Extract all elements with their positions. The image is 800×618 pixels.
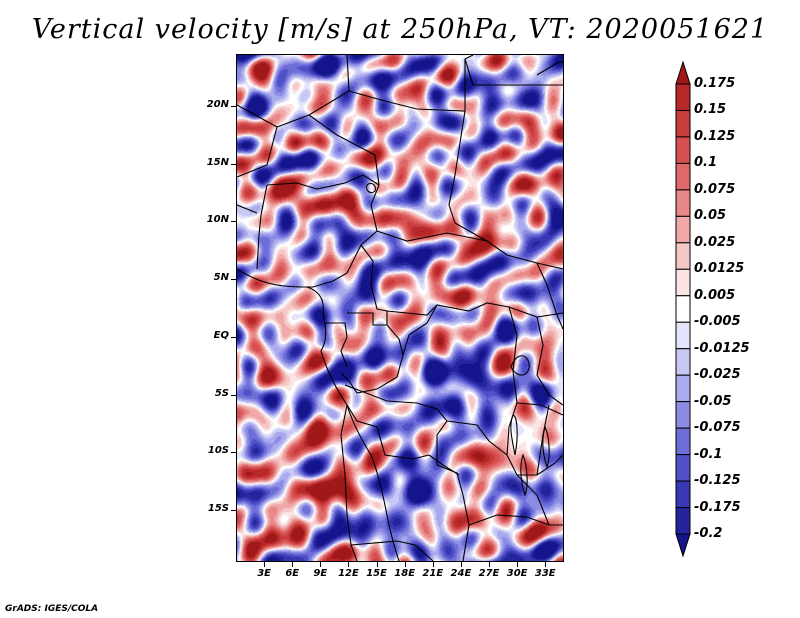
colorbar-label: -0.2 <box>694 526 723 541</box>
colorbar-label: -0.0125 <box>694 340 750 356</box>
longitude-label: 21E <box>422 568 444 579</box>
colorbar-segment <box>675 295 691 323</box>
latitude-label: 5N <box>213 272 229 284</box>
colorbar-label: -0.005 <box>694 314 741 330</box>
grads-credit: GrADS: IGES/COLA <box>5 604 99 614</box>
longitude-label: 9E <box>313 568 328 579</box>
longitude-label: 30E <box>506 568 528 579</box>
longitude-label: 18E <box>394 568 416 579</box>
latitude-label: 5S <box>214 387 229 399</box>
colorbar-min-triangle <box>675 533 691 558</box>
colorbar-segment <box>675 374 691 403</box>
colorbar-segment <box>675 427 691 456</box>
latitude-tick <box>231 452 236 454</box>
latitude-label: 20N <box>206 98 229 110</box>
colorbar-label: 0.125 <box>694 128 736 144</box>
map-panel[interactable] <box>236 54 564 562</box>
colorbar-segment <box>675 401 691 429</box>
colorbar-label: 0.0125 <box>694 261 745 277</box>
longitude-tick <box>320 562 322 567</box>
latitude-label: 10N <box>206 214 229 226</box>
latitude-tick <box>231 336 236 338</box>
colorbar-segment <box>675 83 691 111</box>
longitude-tick <box>404 562 406 567</box>
colorbar-label: 0.075 <box>694 181 736 197</box>
longitude-tick <box>376 562 378 567</box>
longitude-tick <box>460 562 462 567</box>
colorbar-segment <box>675 162 691 191</box>
colorbar-segment <box>675 189 691 217</box>
colorbar-segment <box>675 507 691 535</box>
longitude-tick <box>517 562 519 567</box>
longitude-label: 6E <box>285 568 300 579</box>
latitude-label: EQ <box>213 329 229 341</box>
colorbar-segment <box>675 136 691 164</box>
colorbar-segment <box>675 454 691 482</box>
colorbar-label: 0.1 <box>694 155 718 171</box>
longitude-tick <box>545 562 547 567</box>
colorbar-segment <box>675 321 691 350</box>
colorbar-segment <box>675 480 691 509</box>
colorbar-segment <box>675 348 691 376</box>
latitude-label: 15S <box>207 503 229 515</box>
longitude-label: 24E <box>450 568 472 579</box>
colorbar-segment <box>675 268 691 297</box>
latitude-label: 10S <box>207 445 229 457</box>
colorbar-label: -0.05 <box>694 393 732 409</box>
longitude-tick <box>264 562 266 567</box>
latitude-tick <box>231 105 236 107</box>
longitude-label: 27E <box>478 568 500 579</box>
latitude-label: 15N <box>206 156 229 168</box>
vertical-velocity-field <box>237 55 563 561</box>
colorbar-label: 0.175 <box>694 76 736 91</box>
colorbar-label: 0.05 <box>694 208 727 224</box>
latitude-tick <box>231 279 236 281</box>
colorbar-label: -0.025 <box>694 367 741 383</box>
colorbar-label: -0.125 <box>694 473 741 489</box>
latitude-tick <box>231 394 236 396</box>
map-title: Vertical velocity [m/s] at 250hPa, VT: 2… <box>31 14 769 45</box>
longitude-label: 12E <box>338 568 359 579</box>
latitude-tick <box>231 221 236 223</box>
colorbar-label: 0.15 <box>694 102 727 118</box>
colorbar-label: 0.005 <box>694 287 736 303</box>
colorbar-segment <box>675 215 691 244</box>
longitude-tick <box>292 562 294 567</box>
longitude-label: 33E <box>534 568 556 579</box>
latitude-tick <box>231 510 236 512</box>
longitude-tick <box>348 562 350 567</box>
colorbar-label: -0.175 <box>694 499 741 515</box>
colorbar-segment <box>675 109 691 138</box>
longitude-label: 3E <box>257 568 271 579</box>
longitude-tick <box>489 562 491 567</box>
colorbar-max-triangle <box>675 60 691 85</box>
latitude-tick <box>231 163 236 165</box>
colorbar-label: -0.075 <box>694 420 741 436</box>
country-borders <box>237 55 563 561</box>
longitude-tick <box>432 562 434 567</box>
longitude-label: 15E <box>366 568 387 579</box>
colorbar-label: 0.025 <box>694 234 736 250</box>
colorbar-label: -0.1 <box>694 446 723 462</box>
colorbar-segment <box>675 242 691 270</box>
